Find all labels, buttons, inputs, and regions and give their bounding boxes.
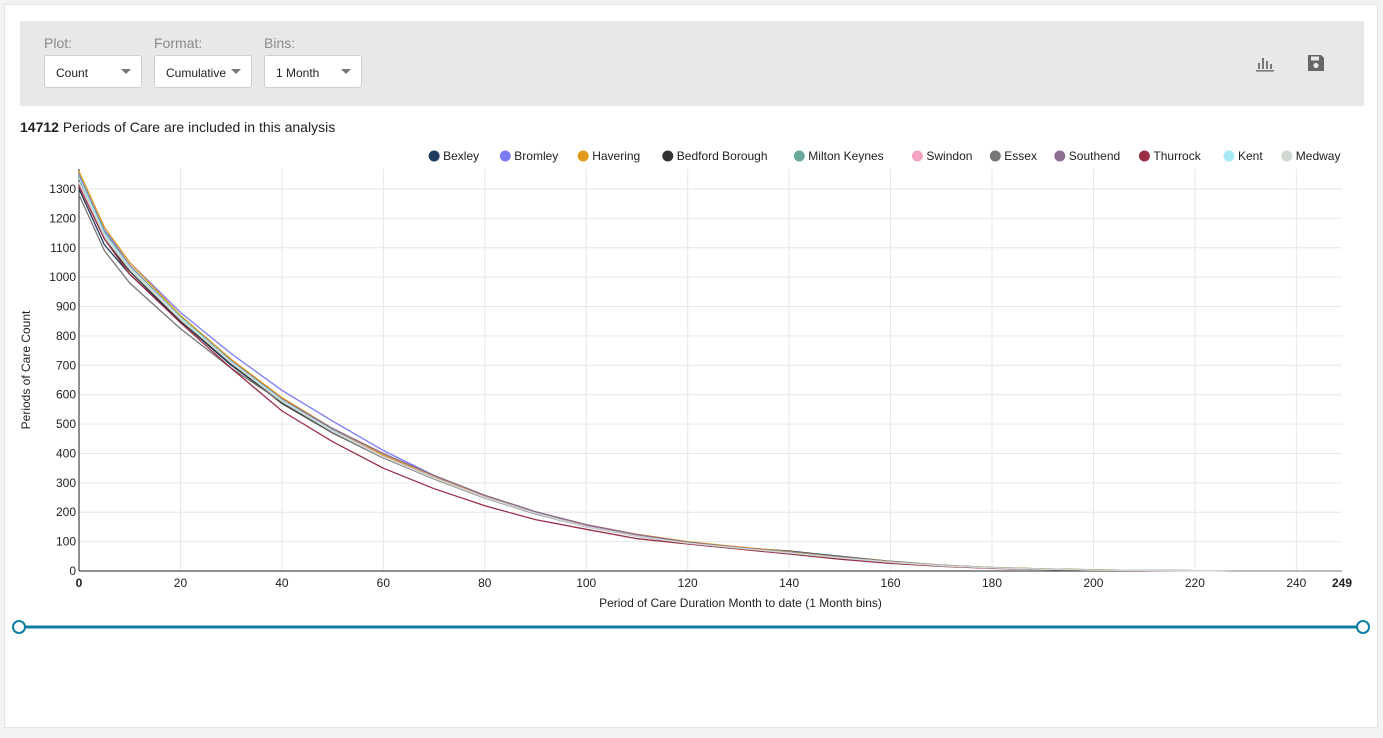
legend-label: Havering	[592, 149, 640, 163]
legend-label: Kent	[1238, 149, 1263, 163]
y-tick-label: 800	[56, 329, 76, 343]
legend-label: Swindon	[926, 149, 972, 163]
y-tick-label: 400	[56, 446, 76, 460]
y-tick-label: 500	[56, 417, 76, 431]
chevron-down-icon	[121, 69, 131, 74]
x-tick-label: 200	[1083, 576, 1103, 590]
legend-swatch	[1281, 150, 1293, 162]
plot-value: Count	[56, 66, 89, 80]
legend-item: Kent	[1223, 149, 1263, 163]
legend-item: Medway	[1281, 149, 1340, 163]
legend-label: Medway	[1296, 149, 1341, 163]
legend-swatch	[1138, 150, 1150, 162]
x-tick-label: 80	[478, 576, 492, 590]
slider-handle-left[interactable]	[12, 620, 26, 634]
series-line	[78, 174, 1342, 572]
legend-swatch	[577, 150, 589, 162]
x-tick-label: 120	[678, 576, 698, 590]
y-tick-label: 700	[56, 358, 76, 372]
x-max-label: 249	[1332, 576, 1352, 590]
series-line	[78, 171, 1342, 572]
x-tick-label: 20	[174, 576, 188, 590]
bins-select[interactable]: 1 Month	[264, 55, 362, 88]
legend-swatch	[1054, 150, 1066, 162]
y-tick-label: 1300	[49, 182, 76, 196]
legend-item: Thurrock	[1138, 149, 1202, 163]
analysis-card: Plot: Count Format: Cumulative Bins: 1 M…	[4, 4, 1378, 728]
x-tick-label: 180	[982, 576, 1002, 590]
format-select[interactable]: Cumulative	[154, 55, 252, 88]
save-icon[interactable]	[1305, 52, 1327, 74]
bar-chart-icon[interactable]	[1254, 52, 1276, 74]
x-tick-label: 240	[1286, 576, 1306, 590]
y-tick-label: 200	[56, 505, 76, 519]
summary-line: 14712 Periods of Care are included in th…	[20, 119, 335, 135]
bins-label: Bins:	[264, 35, 296, 51]
series-line	[78, 194, 1342, 572]
series-line	[78, 182, 1342, 572]
legend-item: Southend	[1054, 149, 1120, 163]
chevron-down-icon	[341, 69, 351, 74]
legend-label: Essex	[1004, 149, 1037, 163]
plot-label: Plot:	[44, 35, 73, 51]
format-control: Format: Cumulative	[154, 35, 252, 88]
series-line	[78, 181, 1342, 572]
legend-label: Bedford Borough	[677, 149, 768, 163]
x-tick-label: 140	[779, 576, 799, 590]
legend-item: Bexley	[428, 149, 479, 163]
summary-count: 14712	[20, 119, 59, 135]
slider-handle-right[interactable]	[1356, 620, 1370, 634]
chevron-down-icon	[231, 69, 241, 74]
plot-select[interactable]: Count	[44, 55, 142, 88]
x-tick-label: 60	[377, 576, 391, 590]
y-tick-label: 300	[56, 476, 76, 490]
line-chart: 0 20 40 60 80 100 120 140 160 180 200 220 240 249 0 100…	[19, 149, 1352, 610]
legend-swatch	[1223, 150, 1235, 162]
legend-label: Bexley	[443, 149, 479, 163]
x-tick-label: 160	[881, 576, 901, 590]
x-tick-label: 40	[275, 576, 289, 590]
x-tick-label: 220	[1185, 576, 1205, 590]
y-tick-label: 1200	[49, 211, 76, 225]
y-tick-label: 100	[56, 535, 76, 549]
format-value: Cumulative	[166, 66, 227, 80]
legend-swatch	[793, 150, 805, 162]
range-slider[interactable]	[5, 615, 1379, 639]
summary-text: Periods of Care are included in this ana…	[62, 119, 336, 135]
y-tick-label: 600	[56, 388, 76, 402]
legend-swatch	[428, 150, 440, 162]
toolbar: Plot: Count Format: Cumulative Bins: 1 M…	[20, 21, 1364, 106]
series-line	[78, 175, 1342, 572]
plot-control: Plot: Count	[44, 35, 142, 88]
y-tick-label: 0	[69, 564, 76, 578]
legend-item: Bedford Borough	[662, 149, 768, 163]
legend-label: Southend	[1069, 149, 1120, 163]
legend-swatch	[989, 150, 1001, 162]
y-tick-label: 1100	[50, 241, 76, 255]
legend-item: Milton Keynes	[793, 149, 884, 163]
legend-label: Bromley	[514, 149, 558, 163]
legend-item: Bromley	[499, 149, 558, 163]
x-tick-label: 0	[76, 576, 83, 590]
x-tick-label: 100	[576, 576, 596, 590]
bins-control: Bins: 1 Month	[264, 35, 362, 88]
y-tick-label: 1000	[49, 270, 76, 284]
y-axis-title: Periods of Care Count	[19, 310, 33, 429]
x-axis-title: Period of Care Duration Month to date (1…	[599, 596, 882, 610]
legend-item: Havering	[577, 149, 640, 163]
series-line	[78, 185, 1342, 572]
format-label: Format:	[154, 35, 203, 51]
legend-label: Thurrock	[1153, 149, 1201, 163]
legend-item: Essex	[989, 149, 1037, 163]
legend-swatch	[662, 150, 674, 162]
legend-item: Swindon	[911, 149, 972, 163]
legend-swatch	[911, 150, 923, 162]
legend-swatch	[499, 150, 511, 162]
legend-label: Milton Keynes	[808, 149, 883, 163]
bins-value: 1 Month	[276, 66, 320, 80]
y-tick-label: 900	[56, 300, 76, 314]
